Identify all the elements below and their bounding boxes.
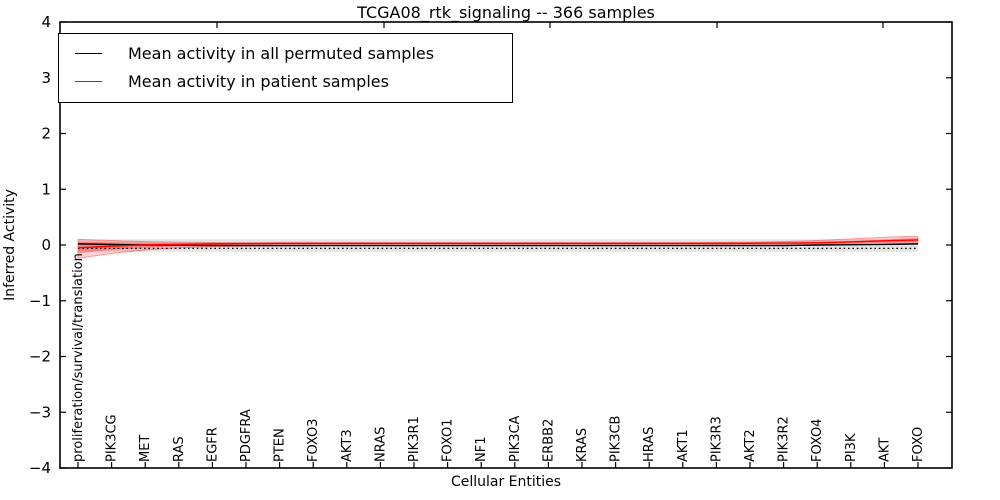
y-tick-label: 0 xyxy=(41,236,51,254)
x-tick-label: AKT1 xyxy=(676,429,691,462)
legend-line-sample-black xyxy=(75,52,102,54)
y-axis-label: Inferred Activity xyxy=(2,189,18,301)
y-tick-label: 2 xyxy=(41,125,51,143)
x-tick-label: ERBB2 xyxy=(541,419,556,462)
x-tick-label: PTEN xyxy=(273,428,288,462)
x-tick-label: HRAS xyxy=(642,427,657,462)
x-tick-label: PIK3CA xyxy=(508,415,523,462)
x-tick-label: FOXO xyxy=(911,427,926,462)
y-tick-label: 4 xyxy=(41,13,51,31)
x-tick-label: PIK3R2 xyxy=(777,416,792,462)
y-tick-label: −4 xyxy=(29,459,51,477)
y-tick-label: −2 xyxy=(29,348,51,366)
legend-entry-permuted: Mean activity in all permuted samples xyxy=(71,39,512,67)
series-line-2 xyxy=(77,239,919,249)
legend-entry-patient: Mean activity in patient samples xyxy=(71,67,512,95)
x-tick-label: MET xyxy=(138,435,153,462)
x-tick-label: AKT xyxy=(877,438,892,462)
x-tick-label: AKT2 xyxy=(743,429,758,462)
x-tick-label: PDGFRA xyxy=(239,409,254,462)
legend-line-sample-red xyxy=(75,80,102,82)
x-tick-label: NRAS xyxy=(373,427,388,462)
x-tick-label: NF1 xyxy=(474,437,489,462)
x-tick-label: AKT3 xyxy=(340,429,355,462)
x-tick-label: FOXO3 xyxy=(306,419,321,462)
x-tick-label: PI3K xyxy=(844,433,859,462)
x-tick-label: PIK3R3 xyxy=(709,416,724,462)
series-line-1 xyxy=(77,243,919,247)
y-tick-label: −3 xyxy=(29,403,51,421)
chart-title: TCGA08_rtk_signaling -- 366 samples xyxy=(357,3,655,22)
x-tick-label: PIK3CB xyxy=(609,416,624,462)
x-tick-label: FOXO4 xyxy=(810,419,825,462)
legend-entry-label: Mean activity in patient samples xyxy=(128,71,389,91)
x-axis-label: Cellular Entities xyxy=(450,474,562,490)
y-tick-label: −1 xyxy=(29,292,51,310)
x-tick-label: PIK3R1 xyxy=(407,416,422,462)
x-tick-label: EGFR xyxy=(205,427,220,462)
x-tick-label: KRAS xyxy=(575,428,590,462)
legend-entry-label: Mean activity in all permuted samples xyxy=(128,43,435,63)
x-tick-label: RAS xyxy=(172,436,187,462)
y-tick-label: 3 xyxy=(41,69,51,87)
legend: Mean activity in all permuted samples Me… xyxy=(58,33,513,103)
x-tick-label: FOXO1 xyxy=(441,419,456,462)
y-tick-label: 1 xyxy=(41,180,51,198)
x-tick-label: proliferation/survival/translation xyxy=(71,253,86,462)
x-tick-label: PIK3CG xyxy=(105,414,120,462)
